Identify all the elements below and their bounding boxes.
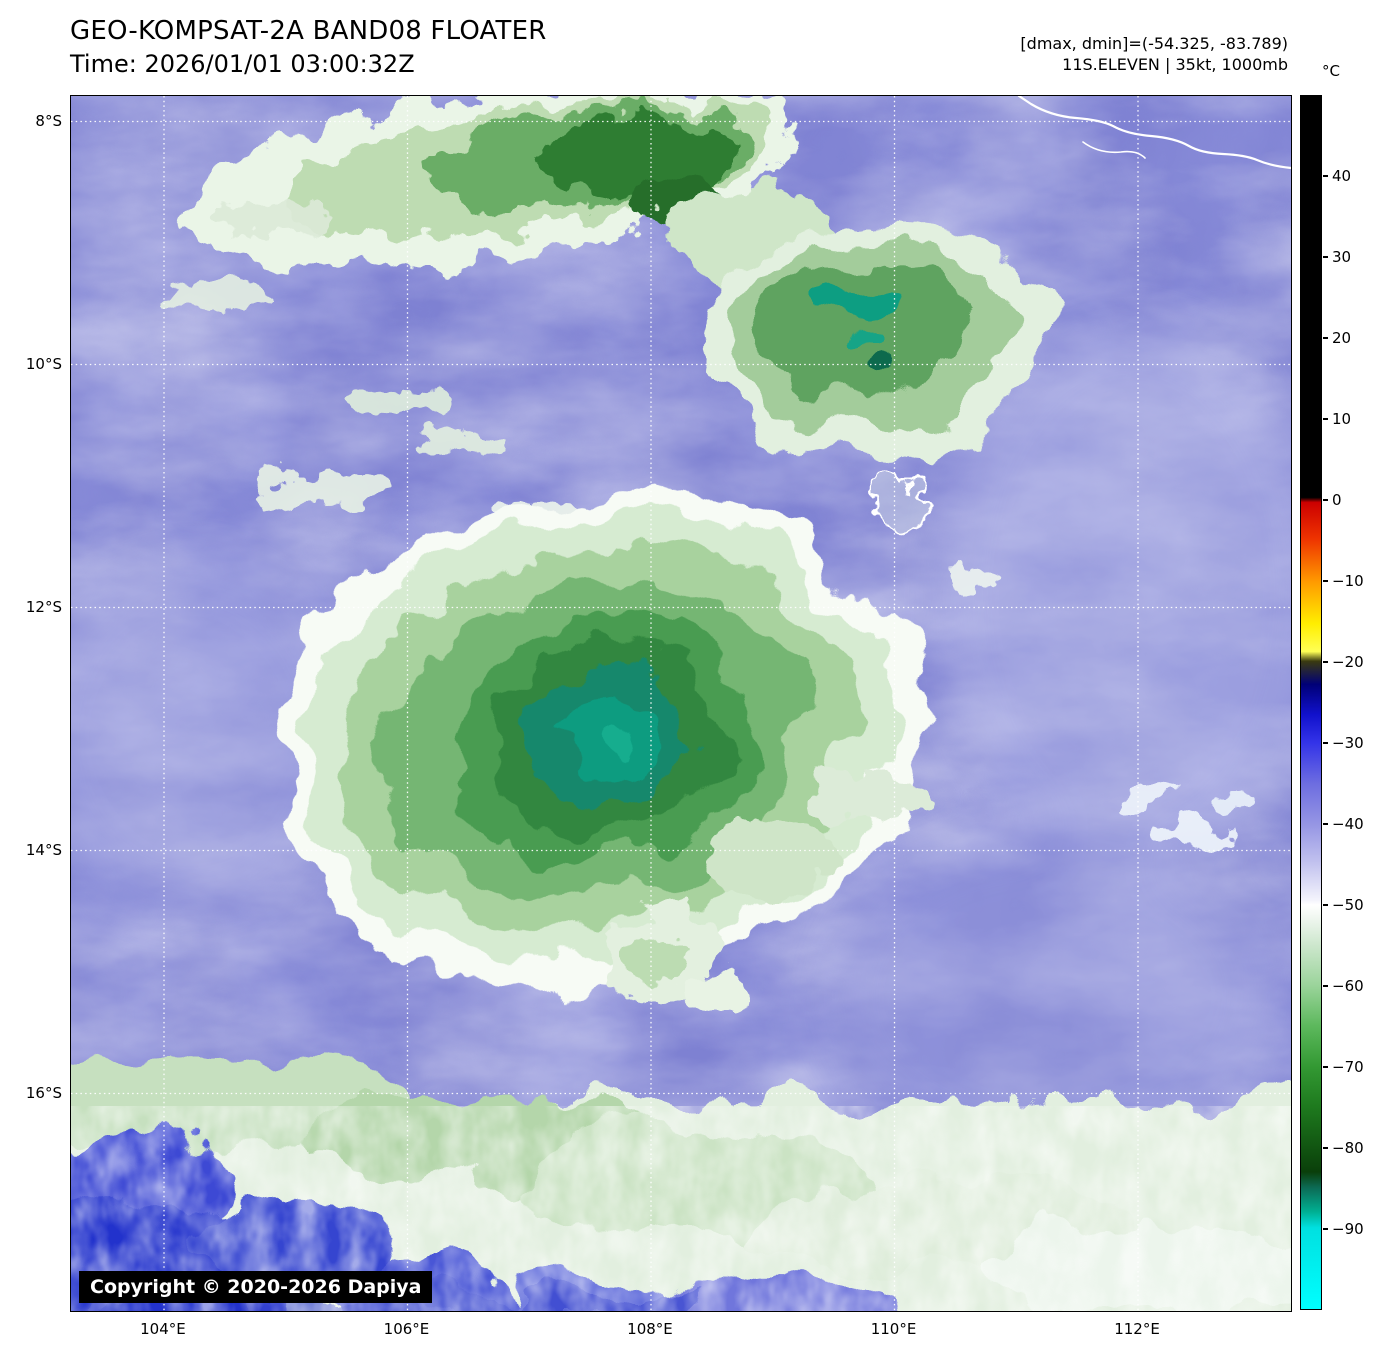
colorbar-tick-mark: [1323, 823, 1328, 825]
colorbar-tick-mark: [1323, 661, 1328, 663]
page-title: GEO-KOMPSAT-2A BAND08 FLOATER: [70, 16, 547, 46]
colorbar-tick-label: −90: [1332, 1220, 1364, 1238]
island-coastline: [872, 478, 934, 529]
colorbar-tick-label: −10: [1332, 572, 1364, 590]
colorbar-tick-mark: [1323, 1147, 1328, 1149]
colorbar-tick-mark: [1323, 580, 1328, 582]
colorbar-tick-label: 0: [1332, 491, 1342, 509]
colorbar-tick-mark: [1323, 175, 1328, 177]
colorbar-tick-mark: [1323, 1228, 1328, 1230]
colorbar-tick-mark: [1323, 985, 1328, 987]
satellite-map: Copyright © 2020-2026 Dapiya: [70, 95, 1292, 1312]
colorbar-tick-label: −20: [1332, 653, 1364, 671]
lat-tick-label: 16°S: [25, 1083, 62, 1102]
cyclone-outflow-tails: [606, 770, 921, 1022]
graticule: [71, 96, 1291, 1311]
colorbar-tick-label: −70: [1332, 1058, 1364, 1076]
lon-tick-label: 112°E: [1114, 1320, 1160, 1338]
colorbar-tick-mark: [1323, 337, 1328, 339]
meta-block: [dmax, dmin]=(-54.325, -83.789) 11S.ELEV…: [1020, 33, 1288, 75]
upper-cloud-lobe: [706, 223, 1046, 459]
copyright-watermark: Copyright © 2020-2026 Dapiya: [79, 1271, 433, 1303]
colorbar-tick-label: −40: [1332, 815, 1364, 833]
colorbar-tick-mark: [1323, 256, 1328, 258]
colorbar-tick-mark: [1323, 1066, 1328, 1068]
colorbar-tick-label: 30: [1332, 248, 1352, 266]
colorbar-tick-label: 10: [1332, 410, 1352, 428]
colorbar-tick-label: −80: [1332, 1139, 1364, 1157]
upper-cloud-band: [183, 96, 836, 284]
timestamp: Time: 2026/01/01 03:00:32Z: [70, 50, 415, 78]
lon-tick-label: 110°E: [870, 1320, 917, 1338]
colorbar-tick-mark: [1323, 904, 1328, 906]
colorbar-tick-label: −60: [1332, 977, 1364, 995]
colorbar-tick-mark: [1323, 418, 1328, 420]
colorbar-unit-label: °C: [1322, 62, 1340, 80]
lon-tick-label: 108°E: [627, 1320, 673, 1338]
lon-tick-label: 106°E: [383, 1320, 430, 1338]
colorbar-tick-label: 20: [1332, 329, 1352, 347]
coastline: [1017, 96, 1291, 170]
lon-tick-label: 104°E: [140, 1320, 186, 1338]
colorbar-tick-label: −30: [1332, 734, 1364, 752]
lat-tick-label: 10°S: [25, 354, 62, 373]
storm-info: 11S.ELEVEN | 35kt, 1000mb: [1062, 55, 1288, 74]
colorbar-tick-label: 40: [1332, 167, 1352, 185]
lat-tick-label: 14°S: [25, 840, 62, 859]
satellite-imagery: [71, 96, 1291, 1311]
soft-bright-regions: [71, 326, 1291, 1156]
colorbar: [1300, 95, 1322, 1310]
dmax-dmin-readout: [dmax, dmin]=(-54.325, -83.789): [1020, 34, 1288, 53]
colorbar-tick-mark: [1323, 742, 1328, 744]
colorbar-tick-label: −50: [1332, 896, 1364, 914]
lat-tick-label: 12°S: [25, 597, 62, 616]
lat-tick-label: 8°S: [35, 111, 62, 130]
colorbar-tick-mark: [1323, 499, 1328, 501]
